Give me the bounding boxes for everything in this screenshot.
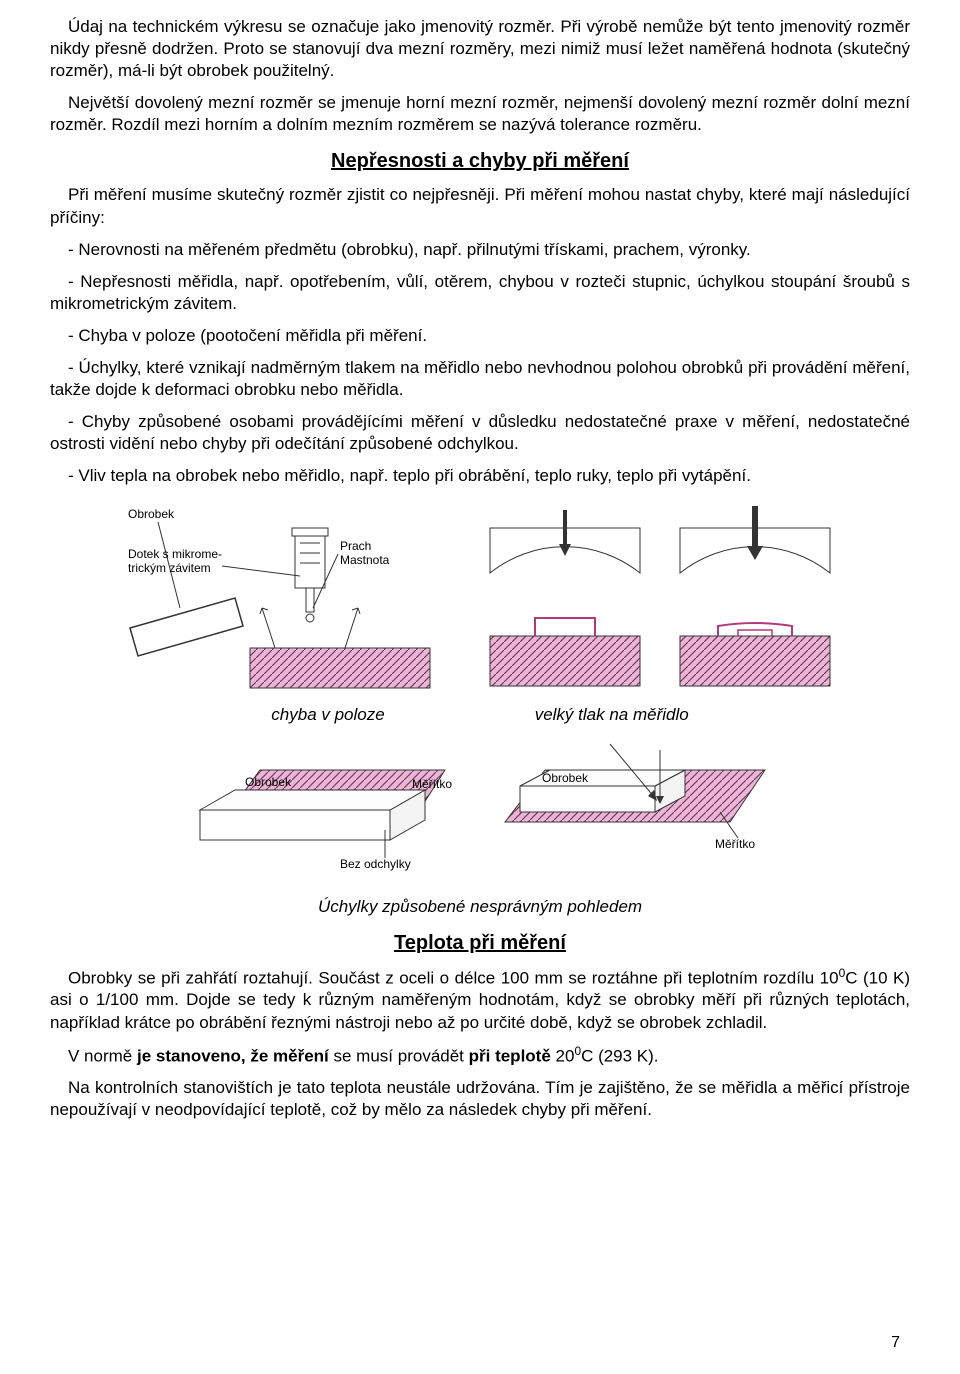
heading-temperature: Teplota při měření — [50, 930, 910, 956]
label-obrobek-2: Obrobek — [245, 775, 292, 789]
paragraph-4: Obrobky se při zahřátí roztahují. Součás… — [50, 966, 910, 1034]
paragraph-2: Největší dovolený mezní rozměr se jmenuj… — [50, 92, 910, 136]
label-bezodchylky: Bez odchylky — [340, 857, 411, 871]
label-mastnota: Mastnota — [340, 553, 390, 567]
figure-parallax-left: Obrobek Měřítko Bez odchylky — [180, 740, 470, 890]
label-dotek-2: trickým závitem — [128, 561, 211, 575]
figure-position-error: Obrobek Dotek s mikrome- trickým závitem… — [120, 498, 440, 698]
figure-parallax-right: Obrobek Měřítko — [490, 740, 780, 890]
paragraph-6: Na kontrolních stanovištích je tato tepl… — [50, 1077, 910, 1121]
heading-errors: Nepřesnosti a chyby při měření — [50, 148, 910, 174]
error-item-1: - Nerovnosti na měřeném předmětu (obrobk… — [50, 239, 910, 261]
error-item-5: - Chyby způsobené osobami provádějícími … — [50, 411, 910, 455]
label-meritko-2: Měřítko — [715, 837, 755, 851]
figure-caption-row-1: chyba v poloze velký tlak na měřidlo — [50, 704, 910, 726]
page-number: 7 — [891, 1333, 900, 1354]
error-item-6: - Vliv tepla na obrobek nebo měřidlo, na… — [50, 465, 910, 487]
figure-row-1: Obrobek Dotek s mikrome- trickým závitem… — [50, 498, 910, 698]
paragraph-1: Údaj na technickém výkresu se označuje j… — [50, 16, 910, 82]
paragraph-5: V normě je stanoveno, že měření se musí … — [50, 1044, 910, 1068]
error-item-4: - Úchylky, které vznikají nadměrným tlak… — [50, 357, 910, 401]
label-meritko-1: Měřítko — [412, 777, 452, 791]
caption-position-error: chyba v poloze — [271, 704, 384, 726]
label-prach: Prach — [340, 539, 371, 553]
label-dotek-1: Dotek s mikrome- — [128, 547, 222, 561]
paragraph-3: Při měření musíme skutečný rozměr zjisti… — [50, 184, 910, 228]
figure-caption-parallax: Úchylky způsobené nesprávným pohledem — [50, 896, 910, 918]
error-item-2: - Nepřesnosti měřidla, např. opotřebením… — [50, 271, 910, 315]
label-obrobek: Obrobek — [128, 507, 175, 521]
error-item-3: - Chyba v poloze (pootočení měřidla při … — [50, 325, 910, 347]
figure-force-error — [480, 498, 840, 698]
caption-force-error: velký tlak na měřidlo — [535, 704, 689, 726]
figure-row-2: Obrobek Měřítko Bez odchylky Obrobek Měř… — [50, 740, 910, 890]
label-obrobek-3: Obrobek — [542, 771, 589, 785]
